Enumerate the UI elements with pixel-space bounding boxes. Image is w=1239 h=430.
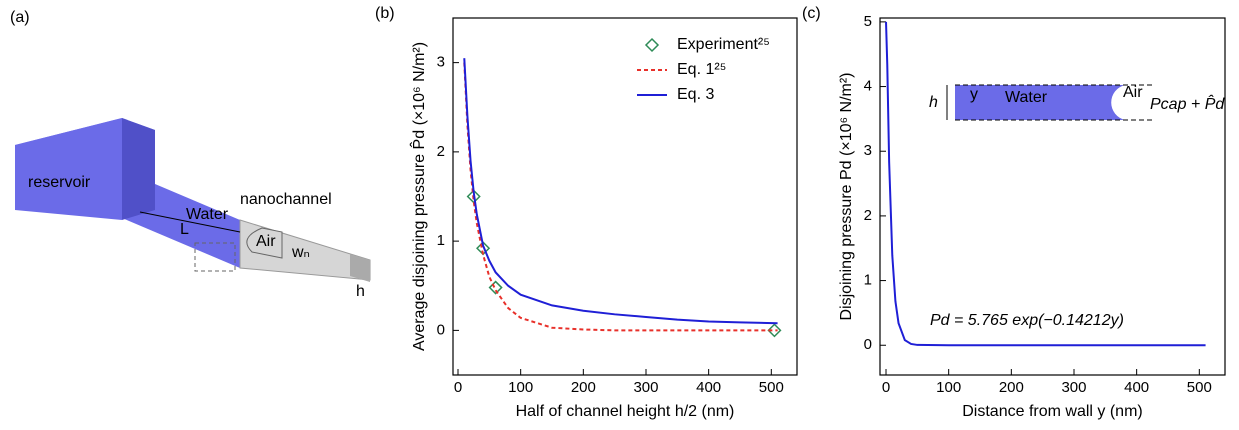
y-tick-label: 0 [437,321,445,338]
x-tick-label: 0 [454,379,462,396]
x-tick-label: 500 [1187,379,1212,396]
channel-end [350,254,370,282]
plot-frame [879,17,1226,376]
x-tick-label: 100 [508,379,533,396]
data-line [463,58,778,325]
data-line [463,62,778,332]
y-tick-label: 2 [437,143,445,160]
reservoir-side [122,118,155,220]
meniscus [246,227,283,259]
plot-frame [452,17,798,376]
y-tick-label: 5 [864,13,872,30]
x-tick-label: 300 [1061,379,1086,396]
x-tick-label: 0 [882,379,890,396]
x-tick-label: 400 [696,379,721,396]
inset-walls [955,84,1155,121]
x-tick-label: 400 [1124,379,1149,396]
y-tick-label: 3 [437,54,445,71]
dashed-box [194,242,236,272]
legend-marker [644,37,660,53]
legend-label: Eq. 1²⁵ [677,61,726,78]
inset-h: h [929,94,938,111]
inset-water-label: Water [1005,89,1048,106]
x-axis-label: Distance from wall y (nm) [962,403,1142,420]
length-arrow [139,211,241,233]
data-line [885,21,1206,347]
x-tick-label: 300 [633,379,658,396]
water-label: Water [186,206,229,223]
inset-water [955,85,1125,120]
annotation: Pd = 5.765 exp(−0.14212y) [930,312,1124,329]
air-label: Air [256,233,276,250]
panel-label: (c) [802,5,821,22]
diagram: (a) reservoir nanochannel Water L Air wₙ… [10,9,371,300]
x-tick-label: 200 [571,379,596,396]
x-axis-label: Half of channel height h/2 (nm) [516,403,735,420]
legend-label: Eq. 3 [677,86,714,103]
x-tick-label: 500 [759,379,784,396]
width-label: wₙ [291,244,310,261]
inset-pressure: Pcap + P̂d [1150,94,1225,114]
legend-label: Experiment²⁵ [677,36,770,53]
x-tick-label: 100 [936,379,961,396]
x-tick-label: 200 [999,379,1024,396]
y-axis-label: Average disjoining pressure P̂d (×10⁶ N/… [409,42,429,351]
length-label: L [180,221,189,238]
reservoir-label: reservoir [28,174,91,191]
inset-air-label: Air [1123,84,1143,101]
nanochannel-label: nanochannel [240,191,332,208]
panel-label: (a) [10,9,30,26]
panel-label: (b) [375,5,395,22]
y-axis-label: Disjoining pressure Pd (×10⁶ N/m²) [838,72,855,320]
y-tick-label: 1 [437,232,445,249]
y-tick-label: 4 [864,78,872,95]
y-tick-label: 2 [864,207,872,224]
y-tick-label: 0 [864,336,872,353]
inset-air [1111,85,1155,120]
y-tick-label: 3 [864,142,872,159]
inset-y: y [970,86,978,103]
data-point [767,323,782,338]
reservoir-front [15,118,122,220]
y-tick-label: 1 [864,272,872,289]
data-point [488,280,503,295]
height-label: h [356,283,365,300]
